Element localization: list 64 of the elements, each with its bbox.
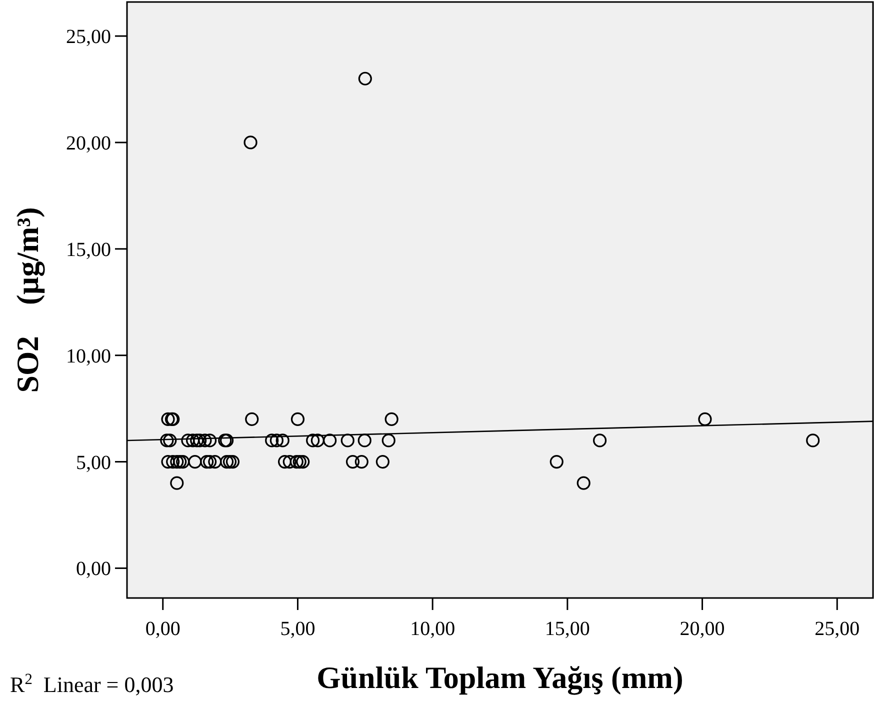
x-tick-label: 15,00 <box>544 618 590 640</box>
point <box>278 454 292 469</box>
point <box>170 454 184 469</box>
y-tick-label: 20,00 <box>66 132 111 154</box>
y-tick-label: 5,00 <box>76 452 111 474</box>
point <box>226 454 240 469</box>
point <box>306 434 320 448</box>
x-tick-label: 20,00 <box>680 618 725 640</box>
point <box>265 434 279 448</box>
point <box>292 454 306 469</box>
point <box>340 434 354 448</box>
x-tick-label: 0,00 <box>145 618 180 640</box>
point <box>222 454 237 469</box>
point <box>358 72 372 86</box>
point <box>203 434 217 448</box>
point <box>220 454 234 469</box>
point <box>190 434 204 448</box>
point <box>270 434 284 448</box>
x-tick-label: 10,00 <box>410 618 456 640</box>
point <box>592 434 607 448</box>
point <box>282 454 296 469</box>
point <box>193 434 207 448</box>
point <box>244 136 258 150</box>
point <box>550 454 564 469</box>
point <box>382 434 396 448</box>
point <box>806 434 820 448</box>
point <box>698 412 712 426</box>
x-tick-label: 25,00 <box>814 618 860 640</box>
y-tick-label: 15,00 <box>66 238 111 261</box>
point <box>161 412 175 426</box>
y-tick-label: 0,00 <box>76 558 111 580</box>
point <box>323 434 337 448</box>
point <box>376 454 390 469</box>
point <box>346 454 360 469</box>
point <box>354 454 368 469</box>
x-tick-label: 5,00 <box>280 618 316 640</box>
text: R$^{2}$ Linear = 0,003 <box>10 670 174 697</box>
y-tick-label: 25,00 <box>66 26 111 48</box>
point <box>310 434 324 448</box>
point <box>290 412 305 426</box>
point <box>384 412 398 426</box>
point <box>296 454 310 469</box>
point <box>160 434 174 448</box>
point <box>188 454 202 469</box>
point <box>576 476 590 490</box>
point <box>186 434 200 448</box>
y-tick-label: 10,00 <box>66 345 111 368</box>
point <box>163 434 177 448</box>
y-axis-title: SO2 (µg/m³) <box>10 207 45 393</box>
point <box>200 454 214 469</box>
point <box>181 434 195 448</box>
point <box>358 434 372 448</box>
point <box>290 454 304 469</box>
point <box>170 476 184 490</box>
point <box>166 454 180 469</box>
point <box>173 454 187 469</box>
point <box>208 454 222 469</box>
point <box>203 454 217 469</box>
point <box>276 434 290 448</box>
point <box>161 454 175 469</box>
point <box>198 434 212 448</box>
x-axis-title: Günlük Toplam Yağış (mm) <box>316 660 684 695</box>
point <box>245 412 259 426</box>
point <box>176 454 190 469</box>
